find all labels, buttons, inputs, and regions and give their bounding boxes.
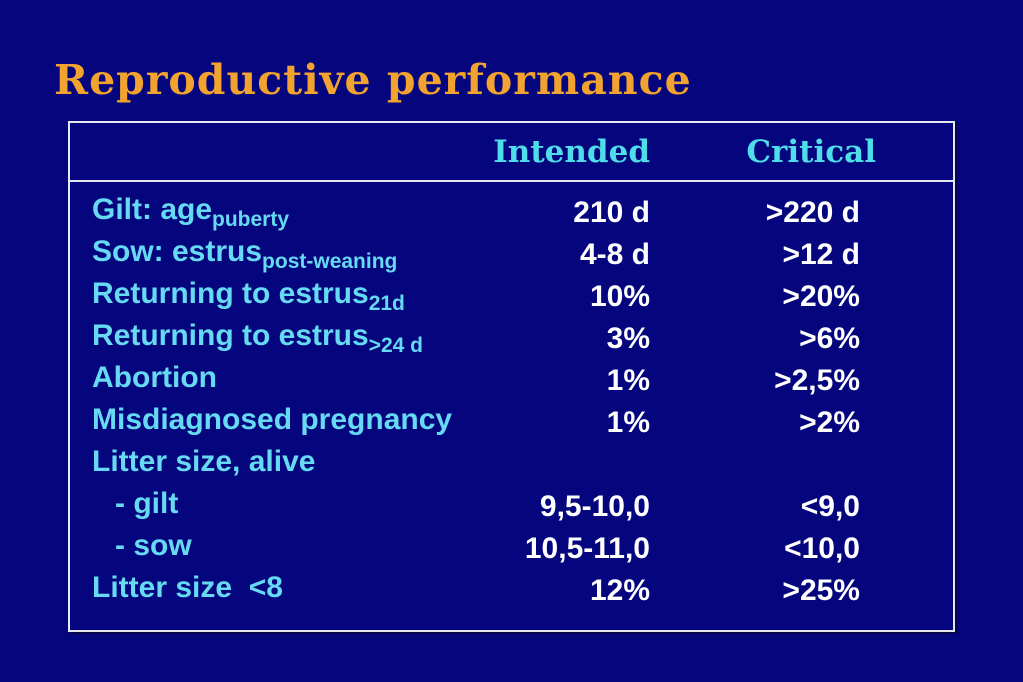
row-critical-value: >220 d [765, 196, 860, 229]
row-label-text: Gilt: age [92, 193, 213, 227]
table-row: Misdiagnosed pregnancy 1% >2% [70, 402, 953, 444]
row-critical-value: >6% [799, 322, 860, 355]
row-label: Litter size, alive [70, 447, 450, 482]
row-intended-value: 3% [606, 322, 650, 355]
row-label-text: Litter size <8 [92, 571, 283, 605]
row-label: Misdiagnosed pregnancy [70, 403, 453, 440]
row-label-text: - gilt [115, 487, 179, 521]
row-intended-value: 10% [589, 280, 650, 313]
row-critical-value: <9,0 [800, 490, 860, 523]
header-critical: Critical [746, 133, 876, 170]
row-critical-value: >25% [782, 574, 860, 607]
row-critical-value: >2% [799, 406, 860, 439]
slide-title: Reproductive performance [54, 56, 692, 104]
row-label-text: Returning to estrus [92, 277, 369, 311]
row-label: Abortion [70, 363, 450, 398]
performance-table: Intended Critical Gilt: agepuberty 210 d >… [68, 121, 955, 632]
table-row: - sow 10,5-11,0 <10,0 [70, 528, 953, 570]
row-label: - sow [70, 531, 450, 566]
table-row: Returning to estrus21d 10% >20% [70, 276, 953, 318]
table-row: - gilt 9,5-10,0 <9,0 [70, 486, 953, 528]
row-intended-value: 9,5-10,0 [539, 490, 650, 523]
row-critical-value: >12 d [782, 238, 860, 271]
table-row: Gilt: agepuberty 210 d >220 d [70, 192, 953, 234]
row-label-subscript: 21d [368, 292, 405, 316]
row-label-text: Litter size, alive [92, 445, 316, 479]
row-critical-value: >20% [782, 280, 860, 313]
table-header-row: Intended Critical [70, 123, 953, 182]
row-label: Returning to estrus>24 d [70, 319, 450, 358]
row-critical-value: <10,0 [784, 532, 860, 565]
row-critical-value: >2,5% [774, 364, 860, 397]
table-row: Abortion 1% >2,5% [70, 360, 953, 402]
row-label-text: Sow: estrus [92, 235, 263, 269]
row-label: Gilt: agepuberty [70, 193, 450, 232]
row-label-subscript: puberty [212, 208, 290, 232]
row-label: Sow: estruspost-weaning [70, 235, 450, 274]
header-intended: Intended [493, 133, 650, 170]
table-body: Gilt: agepuberty 210 d >220 d Sow: estruspo… [70, 182, 953, 612]
row-label-text: - sow [115, 529, 192, 563]
table-row: Returning to estrus>24 d 3% >6% [70, 318, 953, 360]
row-label-text: Abortion [92, 361, 217, 395]
row-label-text: Misdiagnosed pregnancy [92, 403, 453, 437]
row-intended-value: 12% [589, 574, 650, 607]
row-label-subscript: >24 d [368, 334, 423, 358]
row-intended-value: 210 d [573, 196, 650, 229]
row-label: Litter size <8 [70, 573, 450, 608]
row-label: - gilt [70, 489, 450, 524]
row-intended-value: 4-8 d [579, 238, 650, 271]
table-row: Litter size, alive [70, 444, 953, 486]
row-label: Returning to estrus21d [70, 277, 450, 316]
row-intended-value: 10,5-11,0 [524, 532, 650, 565]
row-label-text: Returning to estrus [92, 319, 369, 353]
row-intended-value: 1% [606, 406, 650, 439]
table-row: Litter size <8 12% >25% [70, 570, 953, 612]
table-row: Sow: estruspost-weaning 4-8 d >12 d [70, 234, 953, 276]
row-intended-value: 1% [606, 364, 650, 397]
row-label-subscript: post-weaning [262, 250, 398, 274]
